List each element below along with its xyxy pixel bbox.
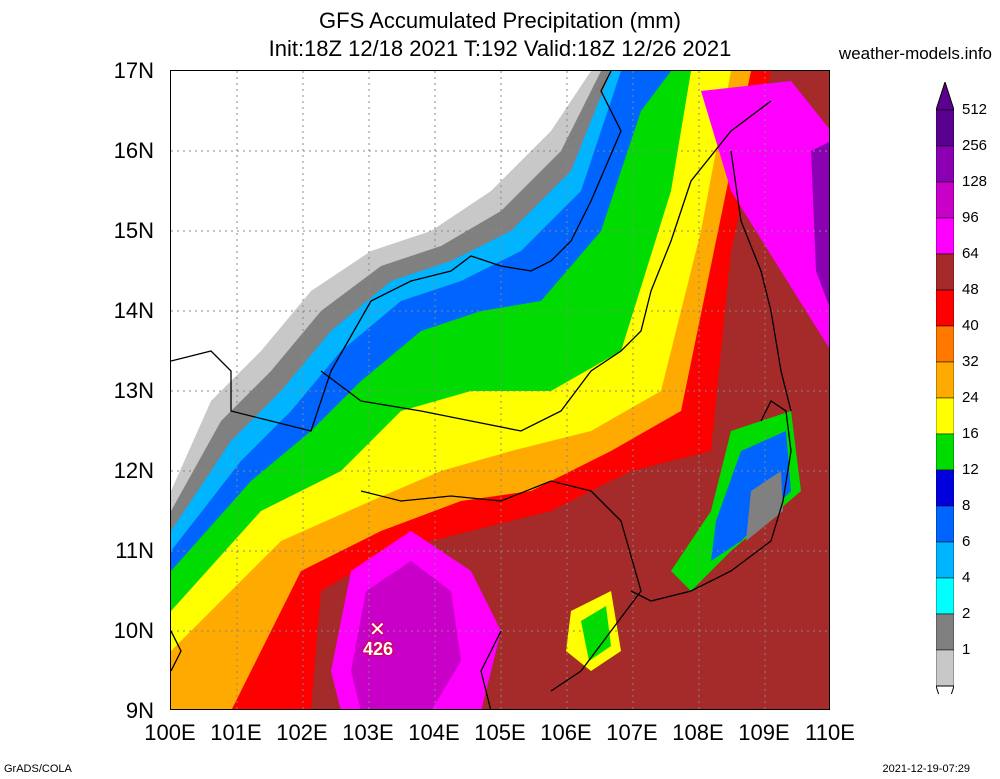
legend-level-label: 256: [962, 137, 988, 154]
legend-level-label: 128: [962, 173, 988, 190]
legend-swatch: [936, 217, 954, 255]
legend-swatch: [936, 541, 954, 579]
legend-level-label: 48: [962, 281, 979, 298]
legend-level-label: 4: [962, 569, 971, 586]
legend-swatch: [936, 469, 954, 507]
lon-label: 108E: [672, 720, 724, 745]
chart-subtitle: Init:18Z 12/18 2021 T:192 Valid:18Z 12/2…: [268, 36, 732, 61]
chart-title: GFS Accumulated Precipitation (mm): [319, 8, 681, 33]
lon-label: 105E: [474, 720, 526, 745]
lat-label: 12N: [113, 458, 154, 483]
lon-label: 110E: [805, 720, 855, 745]
lon-label: 107E: [606, 720, 658, 745]
legend-level-label: 64: [962, 245, 979, 262]
max-value-label: 426: [363, 639, 394, 659]
legend-top-triangle: [936, 82, 954, 111]
lon-label: 109E: [738, 720, 790, 745]
precip-field: [171, 71, 829, 709]
lat-label: 13N: [113, 378, 154, 403]
legend-swatch: [936, 325, 954, 363]
legend-swatch: [936, 649, 954, 687]
lat-label: 17N: [113, 58, 154, 83]
legend-swatch: [936, 109, 954, 147]
lat-label: 16N: [113, 138, 154, 163]
lat-label: 10N: [113, 618, 154, 643]
lon-label: 101E: [210, 720, 262, 745]
legend-swatch: [936, 433, 954, 471]
max-marker-icon: ✕: [369, 619, 386, 641]
legend-bottom-triangle: [936, 685, 954, 694]
legend-swatch: [936, 397, 954, 435]
footer-timestamp: 2021-12-19-07:29: [882, 763, 970, 775]
legend-level-label: 24: [962, 389, 979, 406]
legend-level-label: 32: [962, 353, 979, 370]
legend-swatch: [936, 289, 954, 327]
legend-swatch: [936, 613, 954, 651]
legend-level-label: 8: [962, 497, 971, 514]
legend-swatch: [936, 181, 954, 219]
lon-label: 104E: [408, 720, 460, 745]
lon-label: 100E: [144, 720, 196, 745]
legend-level-label: 16: [962, 425, 979, 442]
lon-label: 106E: [540, 720, 592, 745]
lat-label: 11N: [115, 538, 154, 563]
legend-level-label: 12: [962, 461, 979, 478]
precip-map: ✕ 426: [170, 70, 830, 710]
lat-label: 15N: [113, 218, 154, 243]
legend-swatch: [936, 145, 954, 183]
legend-level-label: 512: [962, 101, 988, 118]
lon-label: 102E: [276, 720, 328, 745]
legend-level-label: 1: [962, 641, 971, 658]
legend-swatch: [936, 505, 954, 543]
legend-level-label: 40: [962, 317, 979, 334]
legend-swatch: [936, 361, 954, 399]
legend-swatch: [936, 577, 954, 615]
legend-level-label: 96: [962, 209, 979, 226]
legend-level-label: 6: [962, 533, 971, 550]
color-legend: [936, 82, 954, 694]
lat-label: 14N: [113, 298, 154, 323]
legend-swatch: [936, 253, 954, 291]
site-label: weather-models.info: [838, 44, 992, 63]
lat-label: 9N: [125, 698, 154, 723]
lon-label: 103E: [342, 720, 394, 745]
legend-level-label: 2: [962, 605, 971, 622]
footer-source: GrADS/COLA: [4, 763, 72, 775]
